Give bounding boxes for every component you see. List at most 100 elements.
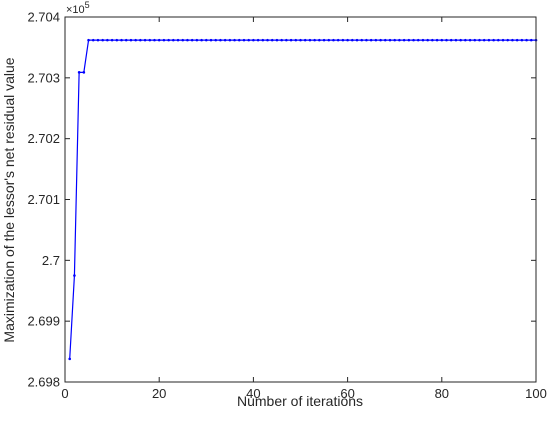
data-point <box>186 38 189 42</box>
data-point <box>482 38 486 42</box>
data-point <box>289 38 293 42</box>
data-point <box>426 38 429 42</box>
y-tick-label: 2.703 <box>27 70 60 85</box>
data-point <box>106 38 109 42</box>
data-point <box>365 38 368 42</box>
y-ticks: 2.698 2.699 2.7 2.701 2.702 2.703 2.704 <box>27 10 536 390</box>
data-point <box>393 38 397 42</box>
data-point <box>303 38 307 42</box>
data-point <box>525 38 528 42</box>
y-multiplier: ×105 <box>66 0 90 16</box>
data-point <box>172 38 175 42</box>
data-point <box>167 38 170 42</box>
data-point <box>110 38 114 42</box>
data-point <box>275 38 279 42</box>
data-point <box>515 38 519 42</box>
data-point <box>440 38 444 42</box>
x-tick-label: 40 <box>246 386 260 401</box>
data-point <box>256 38 260 42</box>
data-point <box>445 38 448 42</box>
data-point <box>176 38 180 42</box>
data-point <box>318 38 321 42</box>
x-tick-label: 20 <box>152 386 166 401</box>
data-point <box>506 38 510 42</box>
data-point <box>459 38 462 42</box>
data-point <box>464 38 467 42</box>
data-point <box>360 38 364 42</box>
data-point <box>322 38 326 42</box>
data-point <box>266 38 269 42</box>
x-tick-label: 100 <box>525 386 547 401</box>
data-point <box>511 38 514 42</box>
data-point <box>237 38 241 42</box>
x-axis-title: Number of iterations <box>237 393 363 409</box>
data-point <box>379 38 382 42</box>
data-point <box>497 38 500 42</box>
data-point <box>336 38 340 42</box>
data-point <box>454 38 458 42</box>
data-point <box>332 38 335 42</box>
data-point <box>200 38 203 42</box>
y-multiplier-base: ×10 <box>66 4 85 16</box>
data-point <box>162 38 166 42</box>
data-point <box>270 38 274 42</box>
data-point <box>478 38 481 42</box>
data-point <box>82 71 86 74</box>
series-line-0 <box>69 39 536 359</box>
y-tick-label: 2.702 <box>27 131 60 146</box>
plot-area <box>65 17 536 382</box>
data-point <box>153 38 156 42</box>
y-tick-label: 2.704 <box>27 10 60 25</box>
data-point <box>73 274 76 277</box>
data-point <box>87 38 90 42</box>
data-point <box>487 38 491 42</box>
data-point <box>313 38 316 42</box>
series-layer <box>68 38 538 361</box>
data-point <box>205 38 208 42</box>
data-point <box>529 38 533 42</box>
data-point <box>77 71 81 74</box>
data-point <box>374 38 378 42</box>
data-point <box>473 38 477 42</box>
y-multiplier-exponent: 5 <box>85 0 90 10</box>
data-point <box>228 38 232 42</box>
data-point <box>101 38 104 42</box>
data-point <box>402 38 406 42</box>
data-point <box>520 38 524 42</box>
data-point <box>96 38 100 42</box>
y-tick-label: 2.698 <box>27 375 60 390</box>
data-point <box>431 38 434 42</box>
data-point <box>421 38 425 42</box>
data-point <box>327 38 331 42</box>
data-point <box>294 38 298 42</box>
data-point <box>468 38 472 42</box>
data-point <box>416 38 420 42</box>
data-point <box>247 38 250 42</box>
data-point <box>68 357 72 361</box>
data-point <box>383 38 387 42</box>
data-point <box>261 38 265 42</box>
data-point <box>214 38 218 42</box>
x-tick-label: 80 <box>435 386 449 401</box>
data-point <box>449 38 453 42</box>
data-point <box>190 38 194 42</box>
data-point <box>157 38 161 42</box>
data-point <box>91 38 95 42</box>
data-point <box>280 38 283 42</box>
data-point <box>351 38 354 42</box>
data-point <box>233 38 236 42</box>
data-point <box>341 38 345 42</box>
y-tick-label: 2.701 <box>27 192 60 207</box>
data-point <box>242 38 246 42</box>
data-point <box>223 38 227 42</box>
data-point <box>115 38 119 42</box>
data-point <box>299 38 302 42</box>
data-point <box>129 38 133 42</box>
y-tick-label: 2.7 <box>42 253 60 268</box>
data-point <box>124 38 128 42</box>
data-point <box>134 38 137 42</box>
data-point <box>181 38 185 42</box>
data-point <box>143 38 147 42</box>
data-point <box>501 38 505 42</box>
